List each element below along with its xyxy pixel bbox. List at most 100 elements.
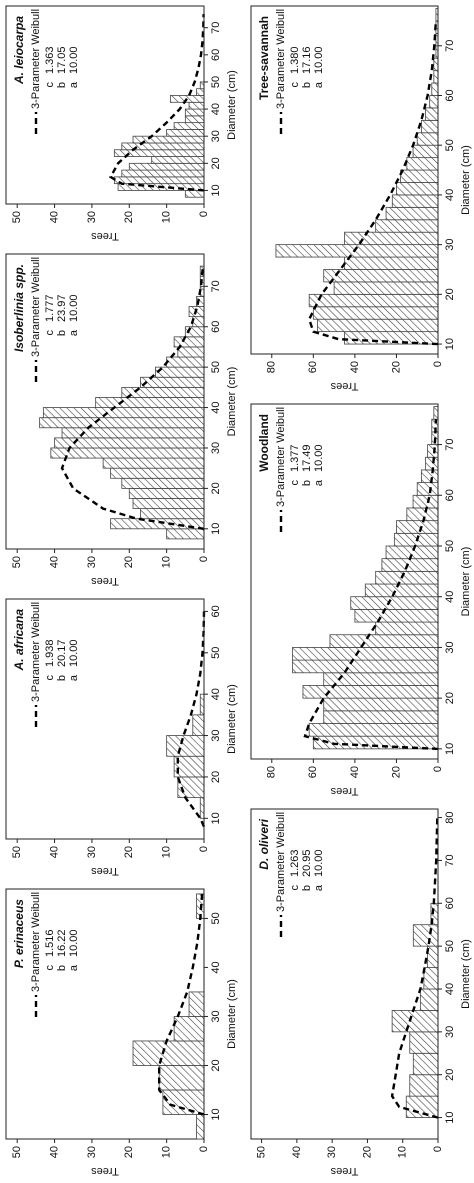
- histogram-bar: [158, 1065, 205, 1091]
- x-tick-label: 10: [444, 338, 456, 350]
- param-name: b: [56, 330, 68, 336]
- y-tick-label: 60: [307, 766, 319, 778]
- histogram-bar: [420, 469, 439, 484]
- x-tick-label: 30: [210, 442, 222, 454]
- y-tick-label: 20: [123, 1146, 135, 1158]
- y-axis-label: Trees: [91, 230, 119, 242]
- param-value: 10.00: [68, 639, 80, 667]
- histogram-bar: [333, 281, 439, 295]
- histogram-bar: [433, 70, 439, 84]
- weibull-curve: [108, 14, 205, 192]
- y-tick-label: 40: [48, 846, 60, 858]
- histogram-bar: [396, 520, 439, 534]
- histogram-bar: [308, 293, 439, 308]
- y-tick-label: 40: [48, 211, 60, 223]
- y-tick-label: 40: [349, 766, 361, 778]
- histogram-bar: [199, 81, 205, 90]
- histogram-bar: [396, 182, 439, 196]
- y-tick-label: 0: [432, 361, 444, 367]
- legend-label: 3-Parameter Weibull: [30, 9, 42, 109]
- histogram-bar: [433, 406, 439, 420]
- panel: 0 10 20 30 40 50 10 20 30 40 50 60 Diameter (cm) Tree…: [5, 598, 238, 877]
- x-tick-label: 50: [444, 940, 456, 952]
- histogram-bar: [406, 507, 439, 522]
- param-name: a: [313, 884, 325, 891]
- x-tick-label: 10: [210, 523, 222, 535]
- y-tick-label: 20: [390, 361, 402, 373]
- histogram-bar: [412, 144, 439, 159]
- y-tick-label: 30: [86, 556, 98, 568]
- histogram-bar: [155, 366, 205, 378]
- histogram-bar: [196, 1114, 205, 1140]
- histogram-bar: [433, 57, 439, 72]
- panel-title: Woodland: [257, 414, 271, 472]
- x-tick-label: 50: [210, 361, 222, 373]
- histogram-bar: [192, 316, 205, 328]
- param-name: b: [301, 82, 313, 88]
- weibull-curve: [176, 611, 206, 828]
- y-tick-label: 50: [11, 211, 23, 223]
- x-tick-label: 20: [210, 1059, 222, 1071]
- y-tick-label: 50: [255, 1146, 267, 1158]
- y-tick-label: 20: [123, 846, 135, 858]
- histogram-bar: [312, 306, 439, 320]
- param-value: 1.377: [289, 444, 301, 472]
- x-tick-label: 10: [210, 184, 222, 196]
- x-tick-label: 70: [444, 854, 456, 866]
- histogram-bar: [151, 156, 205, 164]
- histogram-bar: [375, 621, 439, 636]
- param-value: 17.05: [56, 46, 68, 74]
- histogram-bar: [184, 115, 205, 124]
- x-tick-label: 50: [210, 76, 222, 88]
- panel-title: A. leiocarpa: [12, 16, 26, 85]
- legend-label: 3-Parameter Weibull: [30, 257, 42, 357]
- panel-title: P. erinaceus: [12, 899, 26, 968]
- histogram-bar: [188, 991, 205, 1017]
- param-name: b: [56, 675, 68, 681]
- histogram-bar: [364, 583, 439, 598]
- histogram-bar: [132, 1040, 205, 1066]
- histogram-bar: [177, 346, 205, 358]
- histogram-bar: [323, 697, 439, 712]
- histogram-bar: [412, 494, 439, 509]
- y-tick-label: 20: [361, 1146, 373, 1158]
- histogram-bar: [128, 162, 205, 171]
- y-tick-label: 0: [432, 1146, 444, 1152]
- histogram-bar: [329, 634, 439, 648]
- param-name: a: [313, 479, 325, 486]
- histogram-bar: [102, 457, 205, 469]
- weibull-curve: [390, 817, 439, 1119]
- x-tick-label: 70: [444, 438, 456, 450]
- param-value: 17.49: [301, 444, 313, 472]
- histogram-bar: [412, 924, 439, 947]
- legend-label: 3-Parameter Weibull: [275, 9, 287, 109]
- param-name: a: [68, 329, 80, 336]
- param-value: 1.363: [44, 46, 56, 74]
- y-tick-label: 10: [397, 1146, 409, 1158]
- histogram-bar: [292, 659, 439, 674]
- histogram-bar: [173, 336, 205, 348]
- x-tick-label: 30: [210, 130, 222, 142]
- histogram-bar: [317, 318, 439, 333]
- y-tick-label: 30: [86, 1146, 98, 1158]
- x-tick-label: 40: [444, 591, 456, 603]
- x-tick-label: 10: [210, 1108, 222, 1120]
- histogram-bar: [420, 119, 439, 134]
- param-value: 10.00: [68, 46, 80, 74]
- histogram-bar: [162, 1089, 205, 1115]
- histogram-bar: [184, 108, 205, 117]
- x-tick-label: 50: [444, 139, 456, 151]
- x-tick-label: 70: [210, 22, 222, 34]
- x-tick-label: 10: [444, 743, 456, 755]
- x-tick-label: 40: [444, 189, 456, 201]
- histogram-bar: [308, 723, 439, 737]
- weibull-curve: [158, 893, 205, 1116]
- param-name: c: [44, 965, 56, 971]
- histogram-bar: [196, 88, 205, 96]
- histogram-bar: [425, 107, 439, 121]
- param-value: 20.17: [56, 639, 68, 667]
- y-tick-label: 40: [48, 1146, 60, 1158]
- panel: 0 20 40 60 80 10 20 30 40 50 60 70 Diameter (cm) Tree…: [250, 5, 472, 392]
- x-tick-label: 60: [210, 321, 222, 333]
- weibull-curve: [307, 20, 439, 346]
